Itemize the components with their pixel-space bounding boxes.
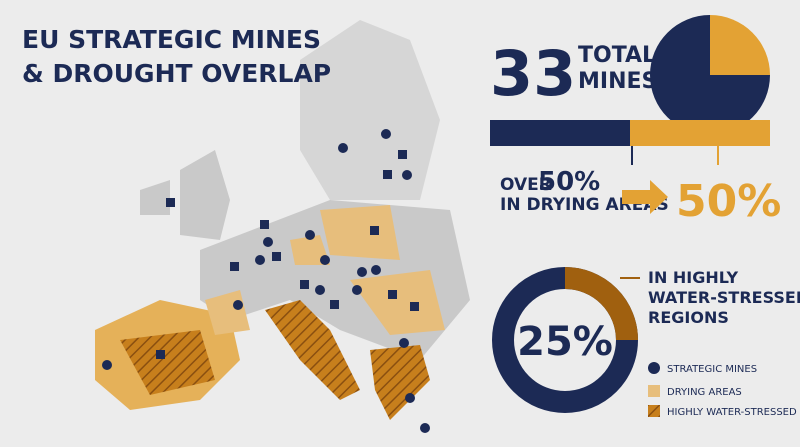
bar-segment bbox=[630, 120, 770, 146]
legend-label: DRYING AREAS bbox=[667, 387, 742, 398]
legend-icon bbox=[648, 405, 660, 417]
legend-label: STRATEGIC MINES bbox=[667, 364, 757, 375]
title: EU STRATEGIC MINES bbox=[22, 25, 321, 54]
title: & DROUGHT OVERLAP bbox=[22, 59, 331, 88]
water-label: REGIONS bbox=[648, 308, 729, 327]
bar-segment bbox=[490, 120, 630, 146]
pie-slice bbox=[710, 15, 770, 75]
total-label: TOTAL bbox=[578, 43, 656, 68]
arrow bbox=[622, 180, 668, 214]
legend-label: HIGHLY WATER-STRESSED bbox=[667, 407, 797, 418]
donut-arc bbox=[564, 267, 638, 341]
drying-callout: 50% bbox=[676, 176, 781, 227]
legend-icon bbox=[648, 362, 660, 374]
drying-share: 50% bbox=[538, 167, 600, 197]
total-label: MINES bbox=[578, 69, 657, 94]
legend-icon bbox=[648, 385, 660, 397]
total-number: 33 bbox=[490, 37, 576, 110]
drying-prefix: OVER bbox=[500, 175, 552, 195]
water-label: WATER-STRESSED bbox=[648, 288, 800, 307]
water-value: 25% bbox=[517, 319, 613, 365]
water-label: IN HIGHLY bbox=[648, 268, 738, 287]
map bbox=[95, 20, 470, 433]
